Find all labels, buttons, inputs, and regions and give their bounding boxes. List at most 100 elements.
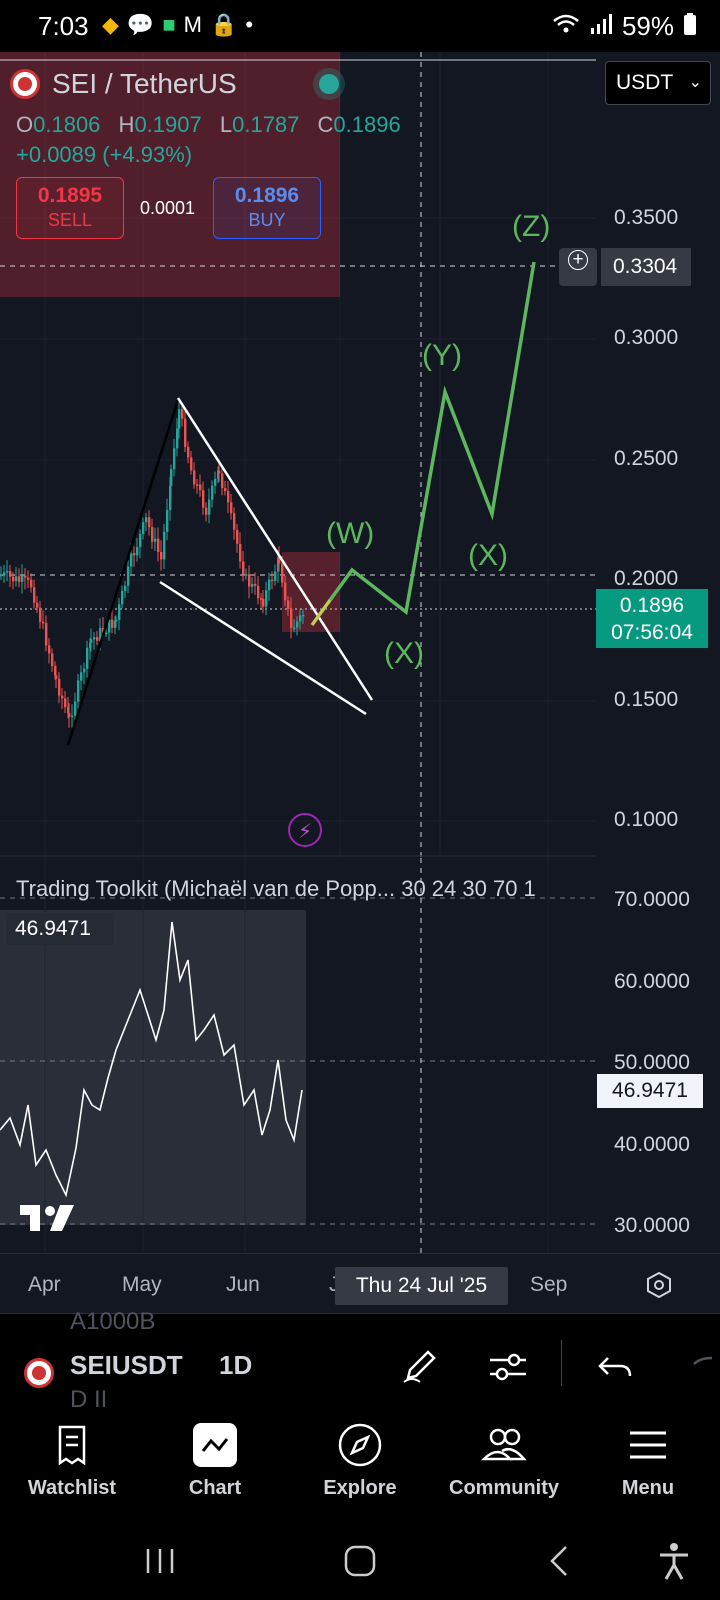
redo-icon[interactable] [690, 1346, 720, 1388]
candle-body [265, 590, 268, 607]
candle-body [236, 529, 239, 544]
impulse-line [66, 399, 180, 746]
draw-pencil-icon[interactable] [400, 1346, 442, 1388]
candle-body [277, 557, 280, 572]
candle-body [274, 571, 277, 581]
add-alert-icon[interactable] [559, 248, 597, 286]
tab-chart[interactable]: Chart [155, 1421, 275, 1500]
scroll-ghost-bottom: D II [70, 1386, 108, 1413]
buy-button[interactable]: 0.1896 BUY [213, 177, 321, 239]
candle-body [130, 553, 133, 567]
wave-label-y: (Y) [422, 339, 462, 372]
lightning-icon[interactable]: ⚡ [288, 813, 322, 847]
candle-body [93, 637, 96, 640]
candle-body [254, 583, 257, 586]
battery-icon [684, 11, 696, 42]
candle-body [33, 587, 36, 603]
wifi-icon [552, 11, 580, 42]
candle-body [176, 428, 179, 449]
candle-body [121, 590, 124, 605]
sei-logo-icon [10, 69, 40, 99]
candle-body [248, 574, 251, 587]
candle-body [268, 579, 271, 591]
gmail-icon: M [183, 12, 202, 37]
candle-body [21, 575, 24, 582]
candle-body [257, 585, 260, 599]
symbol-button[interactable]: SEIUSDT [70, 1350, 183, 1380]
candle-body [278, 557, 281, 564]
pair-header[interactable]: SEI / TetherUS [10, 62, 339, 106]
candle-body [68, 713, 71, 717]
indicator-axis-label: 70.0000 [614, 888, 690, 911]
candle-body [18, 576, 21, 582]
open-value: 0.1806 [33, 112, 101, 137]
wave-label-x1: (X) [384, 637, 424, 670]
currency-select[interactable]: USDT ⌄ [605, 61, 711, 105]
tab-watchlist[interactable]: Watchlist [12, 1421, 132, 1500]
candle-body [202, 490, 205, 508]
sell-button[interactable]: 0.1895 SELL [16, 177, 124, 239]
candle-body [239, 543, 242, 562]
tab-community[interactable]: Community [443, 1421, 565, 1500]
candle-body [287, 600, 290, 609]
candle-body [245, 574, 248, 576]
candle-body [142, 522, 145, 535]
scroll-ghost-top: A1000B [70, 1308, 156, 1335]
tradingview-logo[interactable] [20, 1200, 84, 1242]
close-value: 0.1896 [333, 112, 401, 137]
tab-explore[interactable]: Explore [300, 1421, 420, 1500]
candle-body [169, 485, 172, 511]
indicator-line [0, 921, 303, 1198]
candle-body [96, 637, 99, 641]
candle-body [230, 502, 233, 514]
candle-body [251, 583, 254, 587]
recent-apps-icon[interactable] [140, 1541, 180, 1581]
candle-body [193, 470, 196, 485]
interval-button[interactable]: 1D [219, 1350, 253, 1380]
home-icon[interactable] [340, 1541, 380, 1581]
buy-label: BUY [248, 210, 286, 230]
candle-body [271, 579, 274, 582]
indicator-title[interactable]: Trading Toolkit (Michaël van de Popp... … [16, 876, 536, 901]
wallet-icon: ■ [162, 12, 176, 37]
system-nav-bar [0, 1523, 720, 1600]
chart-settings-icon[interactable] [646, 1271, 671, 1299]
candle-body [54, 666, 57, 676]
wave-label-x2: (X) [468, 539, 508, 572]
candle-body [170, 469, 173, 486]
candle-body [262, 598, 265, 607]
candle-body [133, 553, 136, 556]
price-chart[interactable]: (W) (X) (Y) (X) (Z) [0, 52, 720, 857]
status-bar: 7:03 ◆ 💬 ■ M 🔒 • 59% [0, 0, 720, 52]
signal-icon [590, 11, 612, 42]
wxyxz-projection [310, 261, 536, 627]
candle-body [30, 579, 33, 588]
candle-body [173, 448, 176, 470]
candle-body [224, 488, 227, 492]
accessibility-icon[interactable] [654, 1541, 694, 1581]
time-axis-label: Apr [28, 1273, 61, 1296]
chart-grid [0, 52, 596, 857]
candle-body [48, 645, 51, 654]
back-icon[interactable] [540, 1541, 580, 1581]
candle-body [187, 446, 190, 458]
indicator-axis-label: 60.0000 [614, 970, 690, 993]
currency-select-value: USDT [616, 71, 674, 94]
candle-body [124, 585, 127, 591]
tab-menu[interactable]: Menu [588, 1421, 708, 1500]
undo-icon[interactable] [596, 1346, 638, 1388]
indicator-current-value: 46.9471 [6, 913, 114, 945]
candle-body [211, 485, 214, 500]
time-axis-label: J [329, 1273, 340, 1297]
candle-body [71, 715, 74, 718]
low-value: 0.1787 [232, 112, 300, 137]
indicator-axis-label: 30.0000 [614, 1214, 690, 1237]
candle-body [61, 695, 64, 699]
supply-zone [0, 52, 340, 297]
candle-body [90, 639, 93, 643]
candle-body [139, 534, 142, 548]
indicator-settings-icon[interactable] [488, 1346, 530, 1388]
candle-body [99, 627, 102, 641]
candle-body [89, 642, 92, 648]
price-axis-label: 0.2000 [614, 567, 679, 590]
